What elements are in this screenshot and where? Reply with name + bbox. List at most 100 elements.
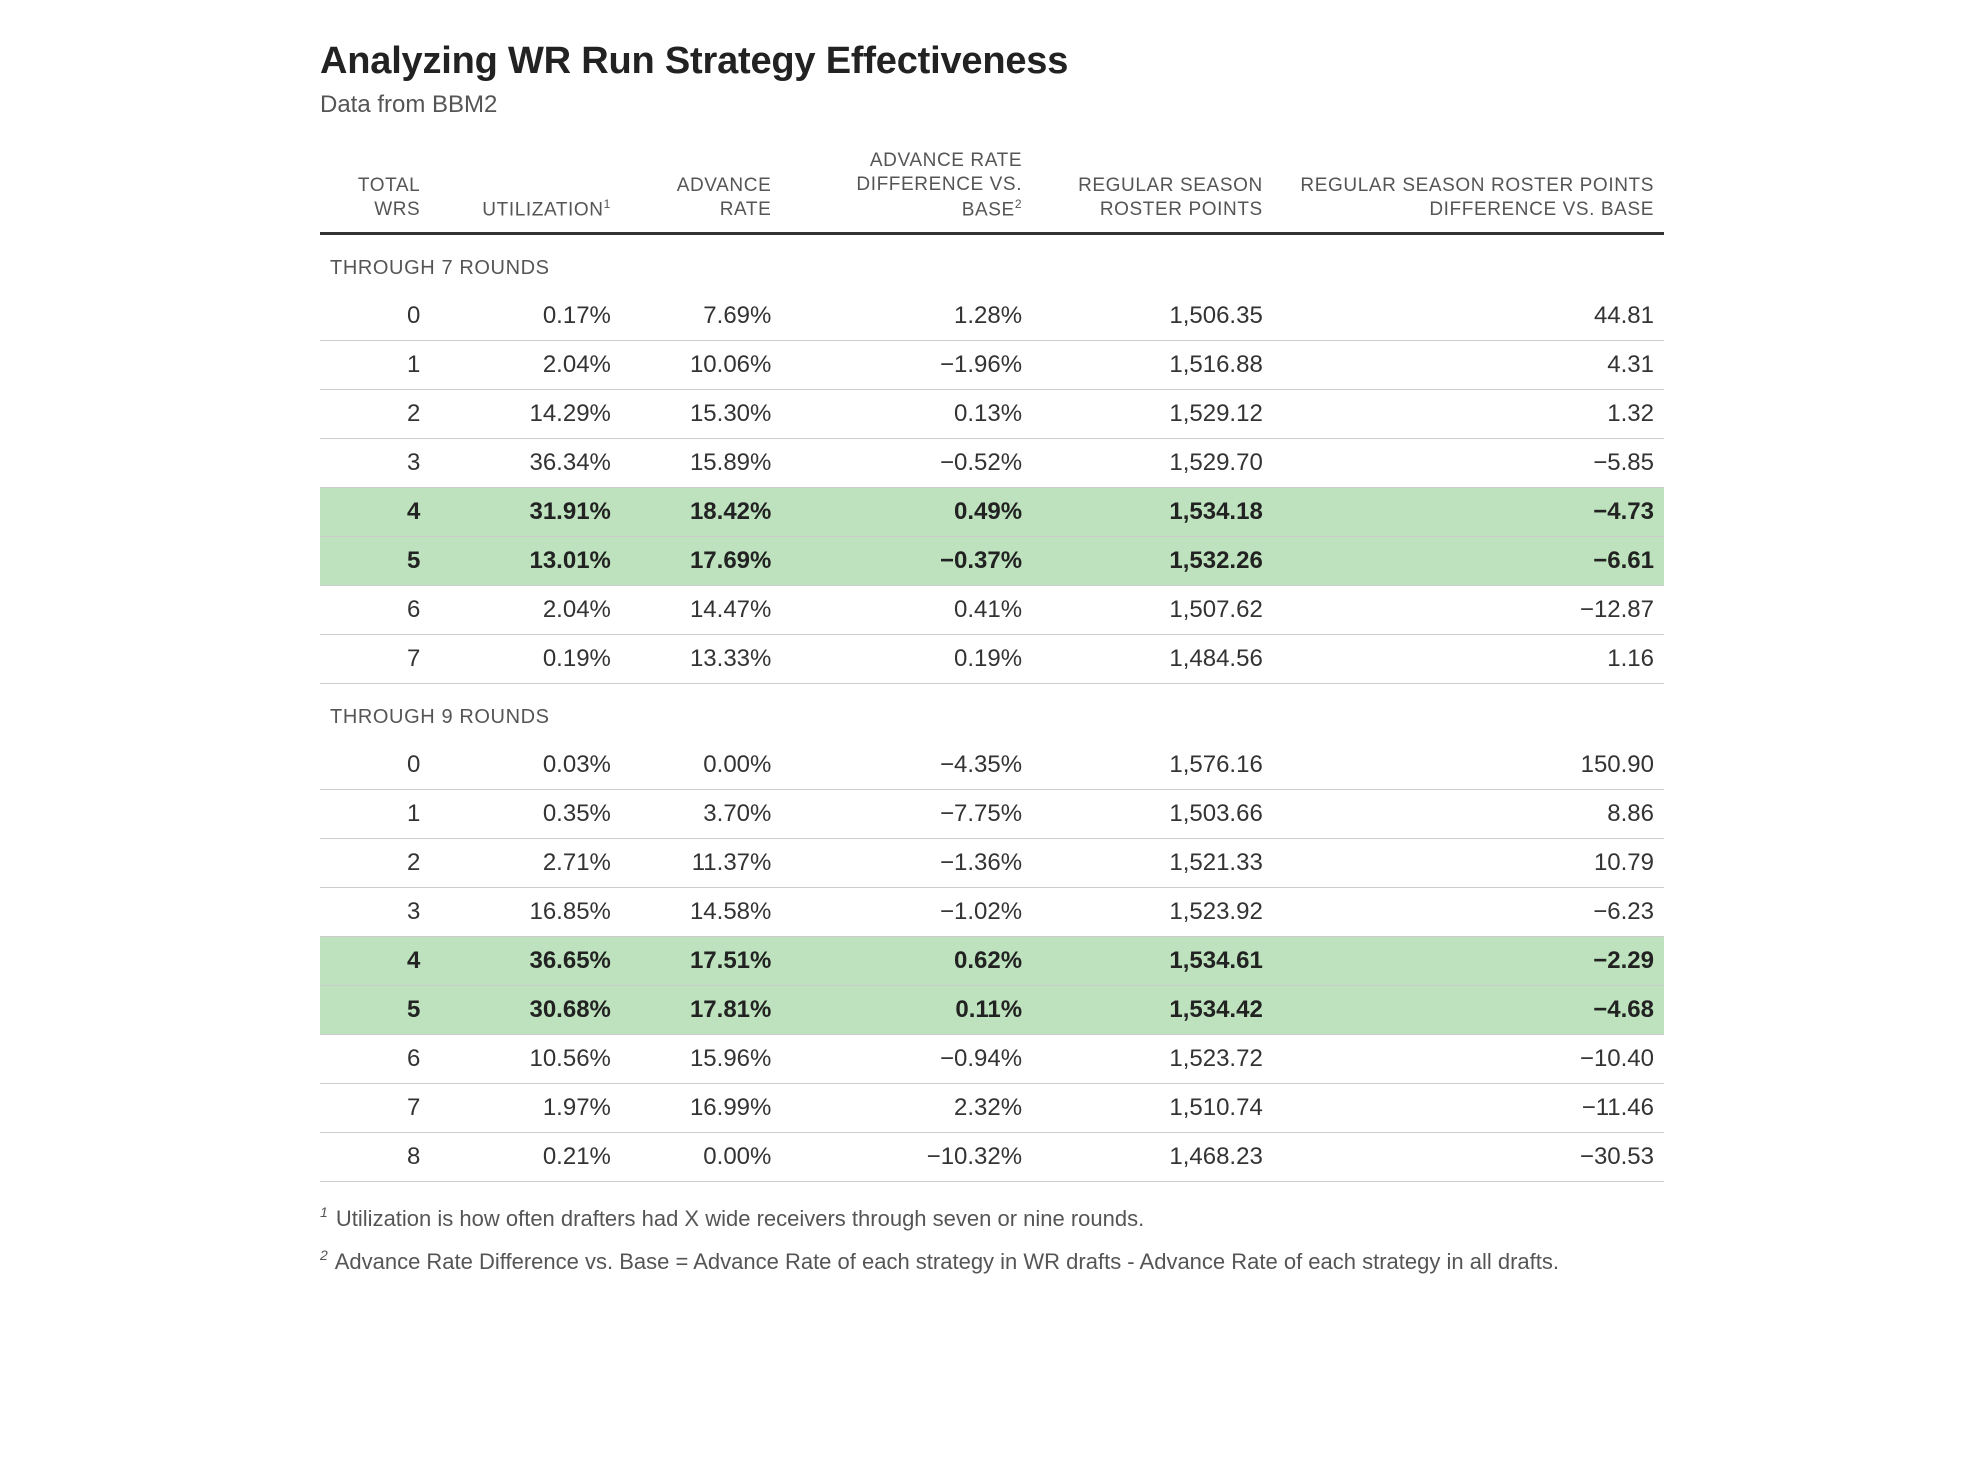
col-advance-diff: ADVANCE RATE DIFFERENCE VS. BASE2	[781, 145, 1032, 233]
cell-adv: 13.33%	[621, 634, 781, 683]
table-row: 431.91%18.42%0.49%1,534.18−4.73	[320, 487, 1664, 536]
cell-adv: 15.30%	[621, 389, 781, 438]
table-row: 530.68%17.81%0.11%1,534.42−4.68	[320, 985, 1664, 1034]
table-row: 436.65%17.51%0.62%1,534.61−2.29	[320, 936, 1664, 985]
cell-adv: 17.69%	[621, 536, 781, 585]
footnotes: 1 Utilization is how often drafters had …	[320, 1202, 1664, 1278]
cell-adv: 0.00%	[621, 1132, 781, 1181]
cell-advdiff: −1.02%	[781, 887, 1032, 936]
table-row: 316.85%14.58%−1.02%1,523.92−6.23	[320, 887, 1664, 936]
cell-util: 1.97%	[430, 1083, 621, 1132]
cell-util: 36.65%	[430, 936, 621, 985]
cell-util: 0.19%	[430, 634, 621, 683]
section-label: THROUGH 7 ROUNDS	[320, 233, 1664, 292]
table-header-row: TOTAL WRS UTILIZATION1 ADVANCE RATE ADVA…	[320, 145, 1664, 233]
cell-pts: 1,523.72	[1032, 1034, 1273, 1083]
cell-ptsdiff: −10.40	[1273, 1034, 1664, 1083]
cell-util: 13.01%	[430, 536, 621, 585]
table-row: 336.34%15.89%−0.52%1,529.70−5.85	[320, 438, 1664, 487]
col-roster-diff: REGULAR SEASON ROSTER POINTS DIFFERENCE …	[1273, 145, 1664, 233]
footnote-2: 2 Advance Rate Difference vs. Base = Adv…	[320, 1245, 1664, 1278]
cell-wrs: 3	[320, 887, 430, 936]
section-header: THROUGH 7 ROUNDS	[320, 233, 1664, 292]
cell-util: 10.56%	[430, 1034, 621, 1083]
cell-ptsdiff: 4.31	[1273, 340, 1664, 389]
cell-wrs: 5	[320, 536, 430, 585]
page-subtitle: Data from BBM2	[320, 91, 1664, 119]
cell-adv: 15.96%	[621, 1034, 781, 1083]
section-label: THROUGH 9 ROUNDS	[320, 683, 1664, 741]
cell-pts: 1,534.18	[1032, 487, 1273, 536]
cell-advdiff: 0.62%	[781, 936, 1032, 985]
cell-ptsdiff: −4.73	[1273, 487, 1664, 536]
cell-pts: 1,506.35	[1032, 292, 1273, 341]
cell-ptsdiff: −11.46	[1273, 1083, 1664, 1132]
cell-util: 0.17%	[430, 292, 621, 341]
cell-pts: 1,507.62	[1032, 585, 1273, 634]
cell-wrs: 6	[320, 1034, 430, 1083]
table-row: 610.56%15.96%−0.94%1,523.72−10.40	[320, 1034, 1664, 1083]
cell-advdiff: −7.75%	[781, 789, 1032, 838]
col-total-wrs: TOTAL WRS	[320, 145, 430, 233]
cell-advdiff: 0.41%	[781, 585, 1032, 634]
cell-pts: 1,576.16	[1032, 741, 1273, 790]
cell-adv: 7.69%	[621, 292, 781, 341]
cell-pts: 1,534.61	[1032, 936, 1273, 985]
cell-advdiff: 0.49%	[781, 487, 1032, 536]
table-row: 10.35%3.70%−7.75%1,503.668.86	[320, 789, 1664, 838]
table-row: 00.17%7.69%1.28%1,506.3544.81	[320, 292, 1664, 341]
cell-advdiff: 2.32%	[781, 1083, 1032, 1132]
data-table: TOTAL WRS UTILIZATION1 ADVANCE RATE ADVA…	[320, 145, 1664, 1182]
cell-ptsdiff: −4.68	[1273, 985, 1664, 1034]
cell-ptsdiff: −6.61	[1273, 536, 1664, 585]
cell-wrs: 5	[320, 985, 430, 1034]
table-row: 214.29%15.30%0.13%1,529.121.32	[320, 389, 1664, 438]
cell-pts: 1,521.33	[1032, 838, 1273, 887]
cell-adv: 17.81%	[621, 985, 781, 1034]
cell-ptsdiff: −2.29	[1273, 936, 1664, 985]
cell-pts: 1,484.56	[1032, 634, 1273, 683]
cell-wrs: 7	[320, 634, 430, 683]
cell-advdiff: −0.94%	[781, 1034, 1032, 1083]
cell-util: 0.03%	[430, 741, 621, 790]
cell-advdiff: 0.19%	[781, 634, 1032, 683]
cell-wrs: 0	[320, 292, 430, 341]
table-body: THROUGH 7 ROUNDS00.17%7.69%1.28%1,506.35…	[320, 233, 1664, 1181]
cell-adv: 15.89%	[621, 438, 781, 487]
cell-wrs: 4	[320, 936, 430, 985]
cell-util: 2.71%	[430, 838, 621, 887]
page: Analyzing WR Run Strategy Effectiveness …	[0, 0, 1984, 1476]
cell-wrs: 0	[320, 741, 430, 790]
cell-pts: 1,468.23	[1032, 1132, 1273, 1181]
col-roster-points: REGULAR SEASON ROSTER POINTS	[1032, 145, 1273, 233]
cell-util: 14.29%	[430, 389, 621, 438]
cell-advdiff: 1.28%	[781, 292, 1032, 341]
cell-advdiff: −10.32%	[781, 1132, 1032, 1181]
table-row: 71.97%16.99%2.32%1,510.74−11.46	[320, 1083, 1664, 1132]
cell-util: 2.04%	[430, 340, 621, 389]
cell-util: 31.91%	[430, 487, 621, 536]
cell-adv: 3.70%	[621, 789, 781, 838]
cell-ptsdiff: 150.90	[1273, 741, 1664, 790]
cell-ptsdiff: 10.79	[1273, 838, 1664, 887]
table-row: 00.03%0.00%−4.35%1,576.16150.90	[320, 741, 1664, 790]
cell-pts: 1,529.12	[1032, 389, 1273, 438]
cell-advdiff: −0.52%	[781, 438, 1032, 487]
cell-wrs: 4	[320, 487, 430, 536]
cell-adv: 11.37%	[621, 838, 781, 887]
cell-adv: 17.51%	[621, 936, 781, 985]
table-row: 80.21%0.00%−10.32%1,468.23−30.53	[320, 1132, 1664, 1181]
cell-advdiff: −0.37%	[781, 536, 1032, 585]
col-advance-rate: ADVANCE RATE	[621, 145, 781, 233]
cell-adv: 0.00%	[621, 741, 781, 790]
cell-util: 36.34%	[430, 438, 621, 487]
cell-util: 16.85%	[430, 887, 621, 936]
cell-wrs: 1	[320, 340, 430, 389]
cell-ptsdiff: 44.81	[1273, 292, 1664, 341]
cell-util: 0.21%	[430, 1132, 621, 1181]
cell-advdiff: −1.36%	[781, 838, 1032, 887]
cell-util: 30.68%	[430, 985, 621, 1034]
cell-advdiff: −1.96%	[781, 340, 1032, 389]
cell-adv: 14.58%	[621, 887, 781, 936]
cell-wrs: 1	[320, 789, 430, 838]
